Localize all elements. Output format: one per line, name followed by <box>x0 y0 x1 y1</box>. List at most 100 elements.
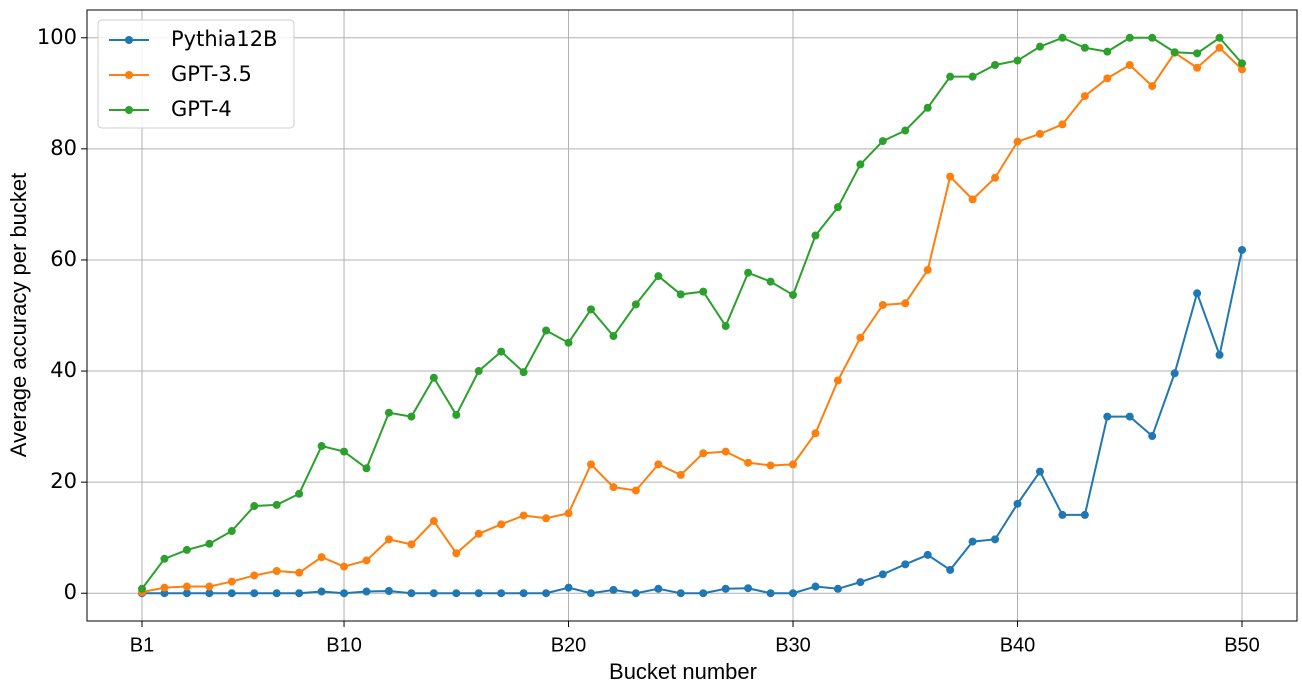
data-point <box>227 527 236 536</box>
data-point <box>542 589 551 598</box>
data-point <box>968 537 977 546</box>
data-point <box>429 589 438 598</box>
data-point <box>295 589 304 598</box>
data-point <box>227 589 236 598</box>
x-axis-label: Bucket number <box>609 659 757 684</box>
data-point <box>901 560 910 569</box>
data-point <box>586 460 595 469</box>
data-point <box>452 410 461 419</box>
data-point <box>586 589 595 598</box>
data-point <box>968 195 977 204</box>
data-point <box>811 582 820 591</box>
data-point <box>856 160 865 169</box>
data-point <box>699 449 708 458</box>
data-point <box>384 408 393 417</box>
data-point <box>609 332 618 341</box>
data-point <box>205 589 214 598</box>
data-point <box>272 567 281 576</box>
data-point <box>1103 74 1112 83</box>
data-point <box>676 470 685 479</box>
data-point <box>654 584 663 593</box>
data-point <box>1013 137 1022 146</box>
data-point <box>542 326 551 335</box>
data-point <box>160 589 169 598</box>
data-point <box>497 589 506 598</box>
data-point <box>766 277 775 286</box>
data-point <box>1148 33 1157 42</box>
legend-marker <box>125 36 133 44</box>
data-point <box>1013 56 1022 65</box>
data-point <box>1125 33 1134 42</box>
data-point <box>1035 467 1044 476</box>
data-point <box>856 333 865 342</box>
data-point <box>1058 33 1067 42</box>
data-point <box>676 589 685 598</box>
data-point <box>1170 369 1179 378</box>
data-point <box>429 373 438 382</box>
data-point <box>789 460 798 469</box>
data-point <box>407 412 416 421</box>
data-point <box>923 550 932 559</box>
data-point <box>1193 289 1202 298</box>
data-point <box>452 589 461 598</box>
data-point <box>205 539 214 548</box>
data-point <box>721 584 730 593</box>
data-point <box>1193 63 1202 72</box>
x-tick-label: B30 <box>775 634 811 656</box>
y-axis-label: Average accuracy per bucket <box>6 173 31 458</box>
legend-marker <box>125 71 133 79</box>
data-point <box>946 565 955 574</box>
data-point <box>1080 43 1089 52</box>
data-point <box>317 587 326 596</box>
data-point <box>654 460 663 469</box>
data-point <box>340 562 349 571</box>
data-point <box>272 589 281 598</box>
y-tick-label: 40 <box>50 358 77 382</box>
data-point <box>923 265 932 274</box>
data-point <box>317 442 326 451</box>
y-tick-label: 60 <box>50 247 77 271</box>
x-tick-label: B50 <box>1224 634 1260 656</box>
data-point <box>1035 129 1044 138</box>
data-point <box>250 502 259 511</box>
data-point <box>878 300 887 309</box>
data-point <box>946 172 955 181</box>
data-point <box>1058 120 1067 129</box>
data-point <box>901 126 910 135</box>
data-point <box>789 290 798 299</box>
data-point <box>1035 42 1044 51</box>
x-tick-label: B40 <box>1000 634 1036 656</box>
data-point <box>317 553 326 562</box>
data-point <box>564 583 573 592</box>
data-point <box>474 529 483 538</box>
data-point <box>182 545 191 554</box>
data-point <box>1125 60 1134 69</box>
data-point <box>340 447 349 456</box>
data-point <box>586 305 595 314</box>
x-tick-label: B10 <box>326 634 362 656</box>
series-line <box>141 46 1243 594</box>
data-point <box>811 429 820 438</box>
data-point <box>721 447 730 456</box>
data-point <box>519 589 528 598</box>
data-point <box>474 367 483 376</box>
series-line <box>142 249 1243 595</box>
data-point <box>138 584 146 593</box>
legend-label: Pythia12B <box>171 27 277 51</box>
data-point <box>609 483 618 492</box>
data-point <box>542 514 551 523</box>
data-point <box>295 568 304 577</box>
data-point <box>766 461 775 470</box>
data-point <box>250 571 259 580</box>
data-point <box>227 577 236 586</box>
data-point <box>160 583 169 592</box>
data-point <box>182 582 191 591</box>
data-point <box>631 486 640 495</box>
data-point <box>295 489 304 498</box>
data-point <box>609 585 618 594</box>
data-point <box>744 458 753 467</box>
data-point <box>519 511 528 520</box>
data-point <box>744 584 753 593</box>
data-point <box>833 584 842 593</box>
